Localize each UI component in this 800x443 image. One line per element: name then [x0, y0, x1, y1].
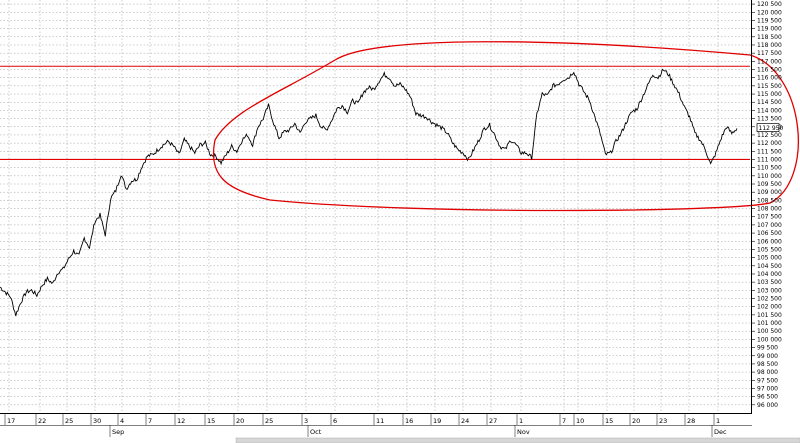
- month-label: Dec: [714, 428, 727, 436]
- x-tick-label: 1: [716, 417, 720, 425]
- y-tick-label: 106 500: [757, 230, 782, 237]
- x-tick-label: 25: [265, 417, 273, 425]
- y-tick-label: 102 000: [757, 304, 782, 311]
- y-tick-label: 107 000: [757, 222, 782, 229]
- x-tick-label: 22: [38, 417, 46, 425]
- x-tick-labels: 17 22 25 30 4 7 12 15 20 25 3 6 11 16 19 24 27 1 7 10 15 20 23…: [0, 414, 752, 437]
- x-tick-label: 15: [207, 417, 215, 425]
- month-label: Oct: [310, 428, 322, 436]
- horizontal-scrollbar[interactable]: [235, 437, 800, 443]
- y-tick-label: 111 500: [757, 148, 782, 155]
- x-tick-label: 10: [576, 417, 584, 425]
- y-tick-label: 111 000: [757, 156, 782, 163]
- y-tick-label: 117 000: [757, 58, 782, 65]
- y-tick-label: 109 500: [757, 181, 782, 188]
- y-tick-label: 119 500: [757, 17, 782, 24]
- y-tick-label: 96 500: [757, 394, 778, 401]
- y-tick-label: 109 000: [757, 189, 782, 196]
- y-tick-label: 96 000: [757, 402, 778, 409]
- x-tick-label: 28: [687, 417, 695, 425]
- range-ellipse-annotation: [212, 41, 799, 212]
- current-value-marker: 112 950: [756, 123, 784, 132]
- y-tick-label: 104 500: [757, 263, 782, 270]
- y-tick-label: 99 000: [757, 353, 778, 360]
- y-tick-label: 107 500: [757, 214, 782, 221]
- x-tick-label: 3: [304, 417, 308, 425]
- y-tick-label: 117 500: [757, 50, 782, 57]
- y-tick-label: 116 000: [757, 75, 782, 82]
- y-tick-label: 100 500: [757, 328, 782, 335]
- y-tick-label: 120 000: [757, 9, 782, 16]
- x-tick-label: 25: [65, 417, 73, 425]
- x-tick-label: 27: [489, 417, 497, 425]
- y-tick-label: 118 500: [757, 34, 782, 41]
- y-tick-label: 100 000: [757, 336, 782, 343]
- price-line: [0, 68, 738, 317]
- y-tick-label: 105 000: [757, 255, 782, 262]
- y-tick-label: 113 500: [757, 116, 782, 123]
- y-tick-label: 98 000: [757, 369, 778, 376]
- horizontal-levels: [0, 65, 750, 161]
- x-tick-label: 12: [177, 417, 185, 425]
- x-tick-label: 16: [405, 417, 413, 425]
- y-tick-label: 112 500: [757, 132, 782, 139]
- y-tick-label: 98 500: [757, 361, 778, 368]
- current-value-box: [756, 123, 780, 132]
- y-tick-label: 99 500: [757, 345, 778, 352]
- x-tick-label: 30: [93, 417, 101, 425]
- x-tick-label: 23: [659, 417, 667, 425]
- y-tick-label: 118 000: [757, 42, 782, 49]
- month-label: Sep: [112, 428, 124, 436]
- y-tick-label: 101 000: [757, 320, 782, 327]
- price-series: [0, 68, 738, 317]
- y-tick-label: 110 000: [757, 173, 782, 180]
- x-tick-label: 15: [605, 417, 613, 425]
- current-value-label: 112 950: [759, 125, 784, 132]
- y-tick-label: 97 000: [757, 385, 778, 392]
- x-tick-label: 6: [333, 417, 337, 425]
- y-tick-label: 119 000: [757, 26, 782, 33]
- x-tick-label: 1: [519, 417, 523, 425]
- x-tick-label: 24: [461, 417, 469, 425]
- y-tick-label: 102 500: [757, 296, 782, 303]
- y-tick-label: 116 500: [757, 67, 782, 74]
- y-tick-label: 103 500: [757, 279, 782, 286]
- y-tick-label: 114 500: [757, 99, 782, 106]
- y-tick-label: 115 000: [757, 91, 782, 98]
- x-tick-label: 11: [376, 417, 384, 425]
- x-tick-label: 20: [236, 417, 244, 425]
- x-tick-label: 4: [120, 417, 124, 425]
- x-tick-label: 20: [632, 417, 640, 425]
- x-tick-label: 7: [148, 417, 152, 425]
- y-tick-label: 97 500: [757, 377, 778, 384]
- y-tick-label: 115 500: [757, 83, 782, 90]
- y-tick-label: 114 000: [757, 107, 782, 114]
- y-tick-label: 101 500: [757, 312, 782, 319]
- y-tick-label: 104 000: [757, 271, 782, 278]
- grid: [0, 0, 750, 413]
- y-tick-label: 112 000: [757, 140, 782, 147]
- month-label: Nov: [517, 428, 530, 436]
- y-tick-label: 108 000: [757, 206, 782, 213]
- y-tick-label: 120 500: [757, 1, 782, 8]
- y-tick-label: 106 000: [757, 238, 782, 245]
- x-tick-label: 7: [562, 417, 566, 425]
- x-tick-label: 19: [433, 417, 441, 425]
- y-tick-label: 103 000: [757, 287, 782, 294]
- y-tick-label: 110 500: [757, 165, 782, 172]
- x-tick-label: 17: [7, 417, 15, 425]
- axes: [0, 0, 752, 414]
- y-tick-label: 108 500: [757, 197, 782, 204]
- y-tick-label: 105 500: [757, 246, 782, 253]
